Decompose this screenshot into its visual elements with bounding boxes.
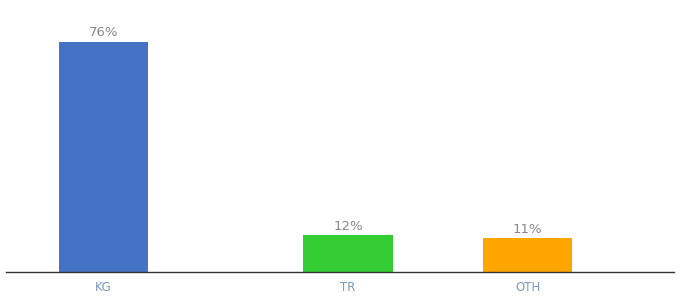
Bar: [58, 42, 148, 272]
Text: 12%: 12%: [333, 220, 363, 233]
Bar: [483, 238, 573, 272]
Text: 76%: 76%: [88, 26, 118, 39]
Bar: [303, 236, 393, 272]
Text: 11%: 11%: [513, 223, 543, 236]
